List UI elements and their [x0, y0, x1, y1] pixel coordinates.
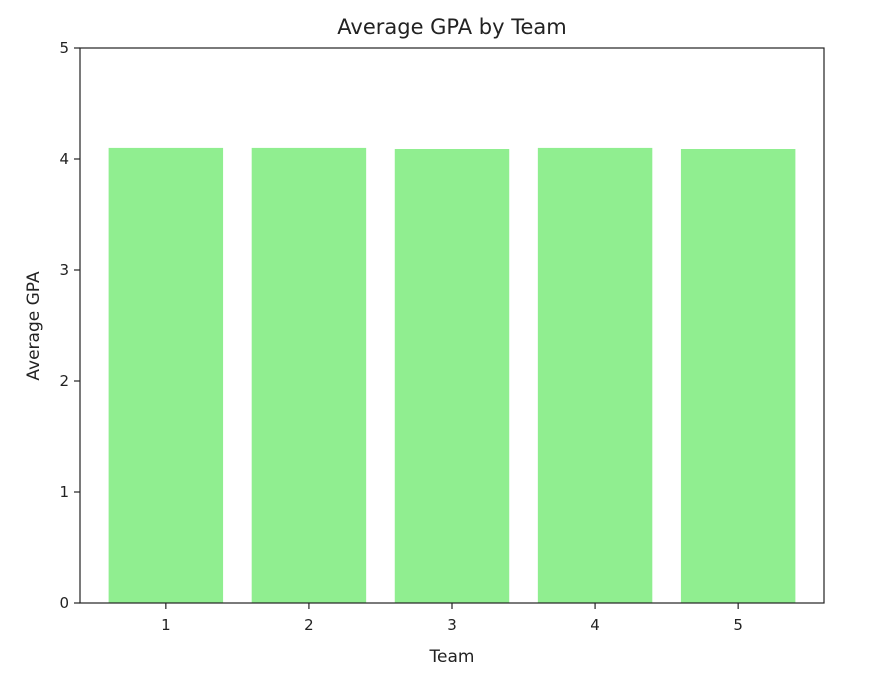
x-tick-label: 5 — [733, 616, 743, 634]
bar-team-3 — [394, 149, 510, 603]
x-tick-label: 3 — [447, 616, 457, 634]
y-tick-label: 1 — [59, 483, 69, 501]
x-axis-ticks: 1 2 3 4 5 — [161, 603, 743, 634]
bar-team-1 — [108, 147, 224, 603]
bar-team-2 — [251, 147, 367, 603]
y-axis-label: Average GPA — [24, 271, 44, 381]
chart-title: Average GPA by Team — [337, 15, 566, 39]
bars-group — [108, 147, 796, 603]
y-tick-label: 5 — [59, 39, 69, 57]
y-tick-label: 2 — [59, 372, 69, 390]
y-tick-label: 0 — [59, 594, 69, 612]
x-axis-label: Team — [429, 647, 475, 667]
bar-team-4 — [537, 147, 653, 603]
x-tick-label: 2 — [304, 616, 314, 634]
bar-team-5 — [680, 149, 796, 603]
y-tick-label: 4 — [59, 150, 69, 168]
x-tick-label: 1 — [161, 616, 171, 634]
y-axis-ticks: 0 1 2 3 4 5 — [59, 39, 80, 612]
y-tick-label: 3 — [59, 261, 69, 279]
x-tick-label: 4 — [590, 616, 600, 634]
